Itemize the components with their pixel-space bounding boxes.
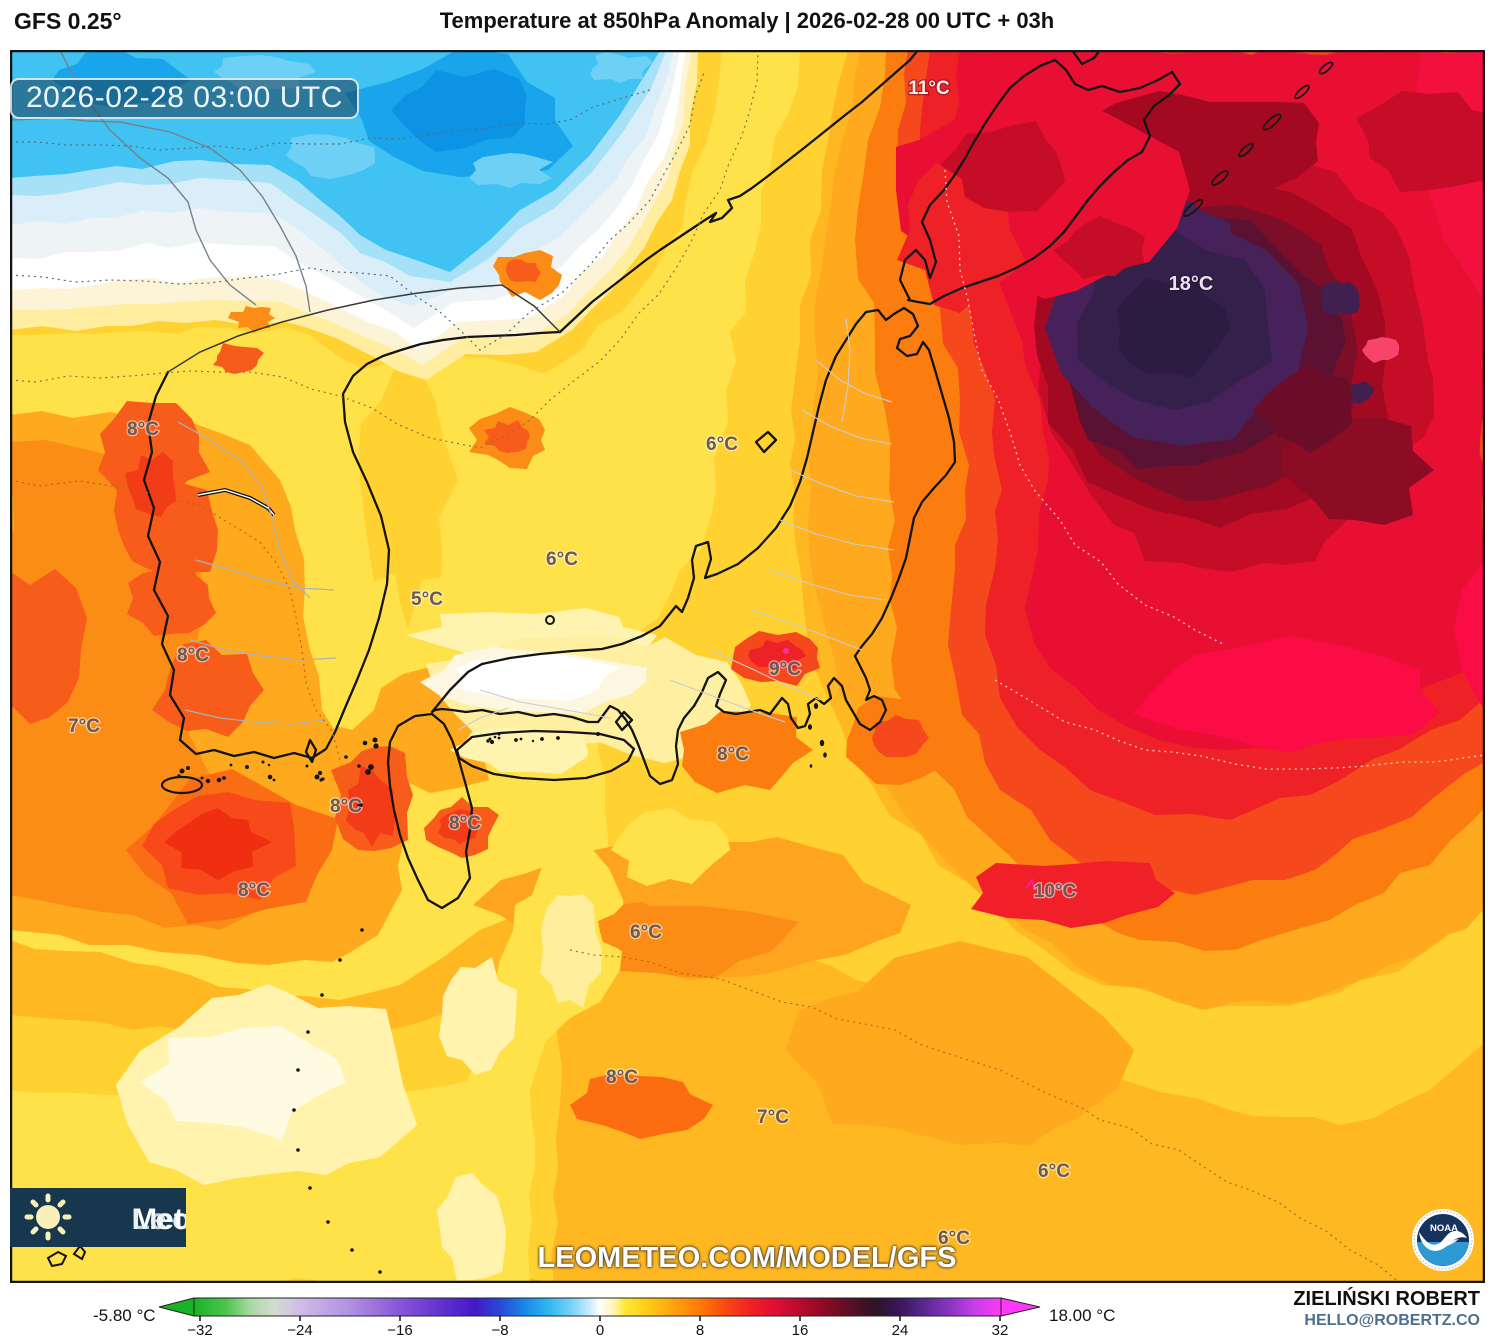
svg-text:Le: Le	[131, 1203, 166, 1236]
svg-text:7°C: 7°C	[757, 1107, 789, 1128]
svg-text:9°C: 9°C	[769, 659, 801, 680]
svg-text:8°C: 8°C	[449, 813, 481, 834]
svg-text:eo: eo	[155, 1203, 186, 1236]
svg-text:18°C: 18°C	[1169, 273, 1214, 295]
svg-text:11°C: 11°C	[908, 78, 950, 99]
svg-text:6°C: 6°C	[706, 434, 738, 455]
svg-text:7°C: 7°C	[68, 716, 100, 737]
svg-text:8°C: 8°C	[238, 880, 270, 901]
svg-text:5°C: 5°C	[411, 589, 443, 610]
svg-text:8°C: 8°C	[127, 419, 159, 440]
svg-text:6°C: 6°C	[546, 549, 578, 570]
svg-text:8°C: 8°C	[330, 796, 362, 817]
svg-text:10°C: 10°C	[1034, 881, 1077, 902]
svg-text:6°C: 6°C	[630, 922, 662, 943]
svg-text:8°C: 8°C	[177, 645, 209, 666]
svg-text:6°C: 6°C	[938, 1228, 970, 1249]
svg-text:Met: Met	[132, 1203, 184, 1236]
svg-text:6°C: 6°C	[1038, 1161, 1070, 1182]
svg-text:8°C: 8°C	[606, 1067, 638, 1088]
svg-text:8°C: 8°C	[717, 744, 749, 765]
svg-text:NOAA: NOAA	[1430, 1223, 1458, 1234]
